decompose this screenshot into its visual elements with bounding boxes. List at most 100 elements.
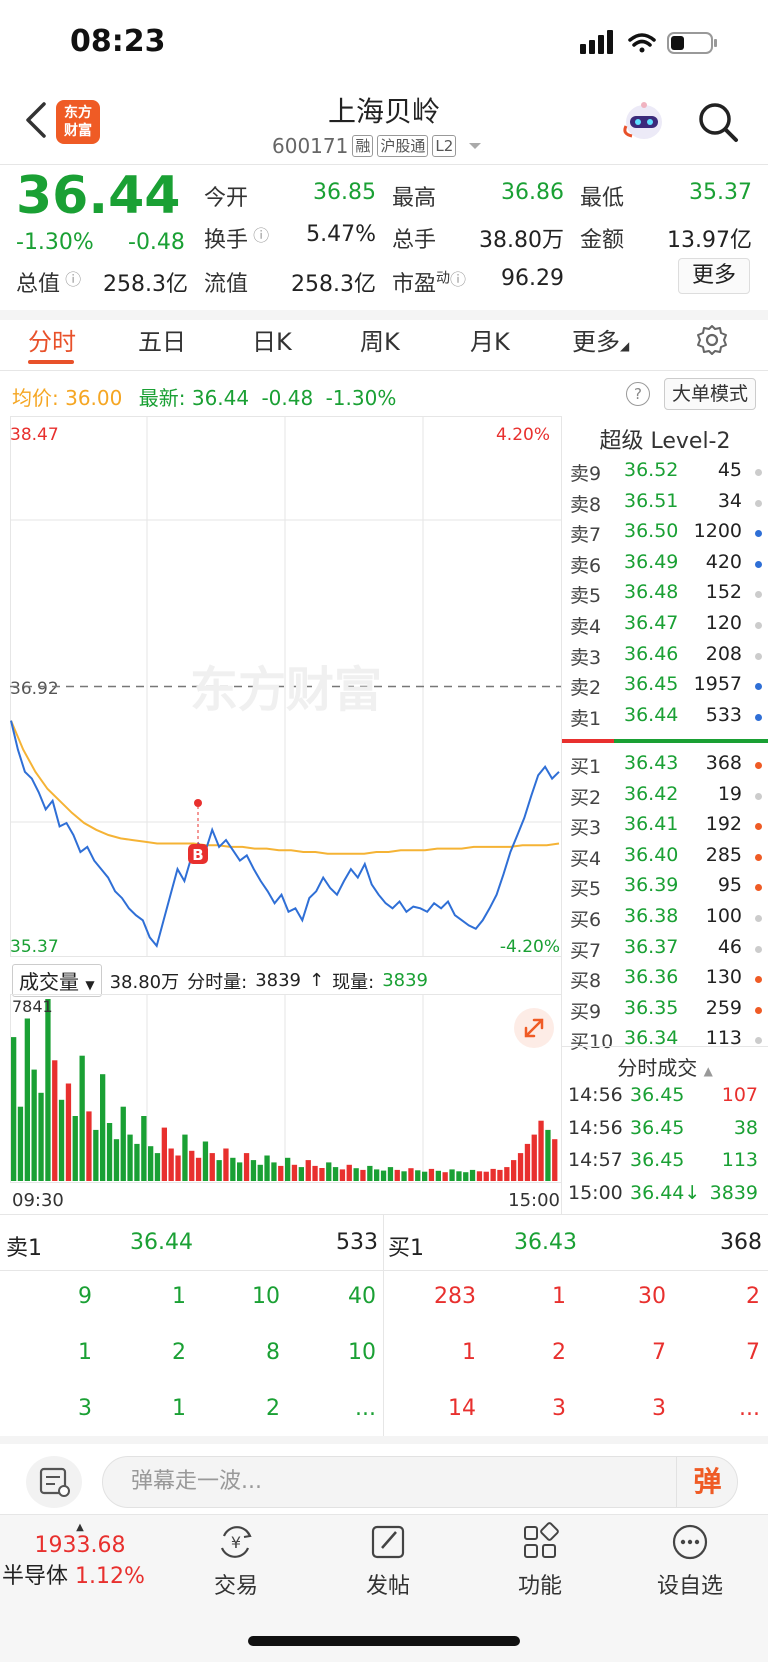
bid-level-row[interactable]: 买3 36.41 192 <box>562 813 768 843</box>
volume-bar <box>237 1162 243 1181</box>
volume-bar <box>182 1134 188 1181</box>
level-price: 36.43 <box>624 752 679 774</box>
volume-bar <box>141 1116 147 1181</box>
low-value: 35.37 <box>689 180 752 205</box>
avg-value: 36.00 <box>65 386 123 410</box>
bid-level-row[interactable]: 买1 36.43 368 <box>562 752 768 782</box>
volume-label: 总手 <box>392 228 437 253</box>
volume-bar <box>552 1139 558 1181</box>
volume-bar <box>332 1167 339 1181</box>
volume-indicator-select[interactable]: 成交量 ▼ <box>12 964 102 997</box>
price-line <box>10 720 560 949</box>
y-bottom-label: 35.37 <box>10 937 59 957</box>
bottom-book-divider <box>0 1214 768 1215</box>
ask-level-row[interactable]: 卖7 36.50 1200 <box>562 520 768 550</box>
x-end-label: 15:00 <box>508 1190 560 1211</box>
level-dot <box>755 530 762 538</box>
volume-bar <box>312 1165 318 1181</box>
help-icon[interactable]: ? <box>626 382 650 406</box>
level-volume: 95 <box>717 874 742 897</box>
latest-label: 最新: <box>138 386 186 410</box>
level-price: 36.44 <box>624 703 679 726</box>
volume-bar <box>264 1155 270 1181</box>
search-icon[interactable] <box>696 100 740 144</box>
buy-marker[interactable]: B <box>188 799 208 864</box>
bottom-buy-vol: 368 <box>720 1230 762 1255</box>
volume-bar <box>100 1074 106 1181</box>
danmu-input[interactable]: 弹幕走一波... <box>102 1456 738 1508</box>
back-icon[interactable] <box>22 100 50 140</box>
volume-bar <box>154 1153 161 1181</box>
bid-level-row[interactable]: 买4 36.40 285 <box>562 844 768 874</box>
nav-index[interactable]: ▲ 1933.68 半导体 1.12% <box>0 1522 160 1590</box>
level-price: 36.49 <box>624 550 679 573</box>
bid-level-row[interactable]: 买5 36.39 95 <box>562 874 768 904</box>
nav-functions[interactable]: 功能 <box>490 1522 590 1600</box>
ask-level-row[interactable]: 卖3 36.46 208 <box>562 643 768 673</box>
volume-chart: 7841 09:30 15:00 <box>10 994 562 1211</box>
volume-bar <box>106 1123 113 1181</box>
level-dot <box>755 713 762 721</box>
sell-order-cell: 9 <box>78 1284 92 1309</box>
tab-weekly-k[interactable]: 周K <box>360 328 400 356</box>
tab-monthly-k[interactable]: 月K <box>470 328 510 356</box>
robot-assistant-icon[interactable] <box>620 100 668 144</box>
bottom-sell-label: 卖1 <box>6 1236 42 1261</box>
ask-level-row[interactable]: 卖8 36.51 34 <box>562 490 768 520</box>
ask-level-row[interactable]: 卖5 36.48 152 <box>562 581 768 611</box>
level-price: 36.50 <box>624 520 679 543</box>
volume-bar <box>52 1060 58 1181</box>
volume-header: 成交量 ▼ 38.80万 分时量: 3839 ↑ 现量: 3839 <box>12 964 428 997</box>
tab-intraday[interactable]: 分时 <box>28 328 76 356</box>
level-volume: 533 <box>705 703 742 726</box>
buy-order-cell: 3 <box>552 1396 566 1421</box>
nav-post[interactable]: 发帖 <box>338 1522 438 1600</box>
volume-bar <box>271 1162 277 1181</box>
low-label: 最低 <box>580 186 625 211</box>
bid-level-row[interactable]: 买8 36.36 130 <box>562 966 768 996</box>
volume-bar <box>545 1129 551 1181</box>
buy-order-cell: 1 <box>552 1284 566 1309</box>
bid-level-row[interactable]: 买6 36.38 100 <box>562 905 768 935</box>
expand-icon[interactable] <box>514 1008 554 1048</box>
volume-bar <box>65 1083 72 1181</box>
big-order-mode-button[interactable]: 大单模式 <box>664 378 756 410</box>
volume-bar <box>415 1170 421 1181</box>
danmu-toggle-button[interactable]: 弹 <box>676 1456 738 1508</box>
bid-level-row[interactable]: 买10 36.34 113 <box>562 1027 768 1057</box>
ask-level-row[interactable]: 卖4 36.47 120 <box>562 612 768 642</box>
ticks-title[interactable]: 分时成交 ▲ <box>617 1056 713 1080</box>
ask-level-row[interactable]: 卖2 36.45 1957 <box>562 673 768 703</box>
tab-daily-k[interactable]: 日K <box>252 328 292 356</box>
more-button[interactable]: 更多 <box>678 258 750 294</box>
bid-level-row[interactable]: 买2 36.42 19 <box>562 783 768 813</box>
latest-pct: -1.30% <box>325 386 397 410</box>
avg-row: 均价: 36.00 最新: 36.44 -0.48 -1.30% <box>12 382 396 411</box>
volume-bar <box>435 1170 441 1181</box>
tick-row: 14:56 36.45 107 <box>568 1084 764 1116</box>
level-price: 36.45 <box>624 673 679 696</box>
comment-list-icon[interactable] <box>26 1456 82 1508</box>
ask-level-row[interactable]: 卖9 36.52 45 <box>562 459 768 489</box>
ask-level-row[interactable]: 卖1 36.44 533 <box>562 704 768 734</box>
tick-price: 36.44↓ <box>630 1181 701 1204</box>
tick-row: 14:56 36.45 38 <box>568 1117 764 1149</box>
edit-icon <box>371 1525 405 1559</box>
volume-bar <box>353 1168 359 1181</box>
svg-text:B: B <box>192 846 203 864</box>
bid-level-row[interactable]: 买7 36.37 46 <box>562 936 768 966</box>
bid-level-row[interactable]: 买9 36.35 259 <box>562 997 768 1027</box>
ask-level-row[interactable]: 卖6 36.49 420 <box>562 551 768 581</box>
tab-more[interactable]: 更多◢ <box>572 328 630 356</box>
pct-top-label: 4.20% <box>496 425 550 445</box>
level-price: 36.41 <box>624 813 679 836</box>
pe-label: 市盈动ⓘ <box>392 270 467 297</box>
level-dot <box>755 853 762 861</box>
intraday-chart[interactable]: 38.47 4.20% 36.92 35.37 -4.20% 东方财富 B <box>10 416 562 958</box>
tick-price: 36.45 <box>630 1116 685 1139</box>
nav-add-watchlist[interactable]: 设自选 <box>640 1522 740 1600</box>
gear-icon[interactable] <box>696 324 728 356</box>
tab-five-day[interactable]: 五日 <box>138 328 186 356</box>
nav-trade[interactable]: ¥ 交易 <box>186 1522 286 1600</box>
volume-bar <box>517 1153 524 1181</box>
